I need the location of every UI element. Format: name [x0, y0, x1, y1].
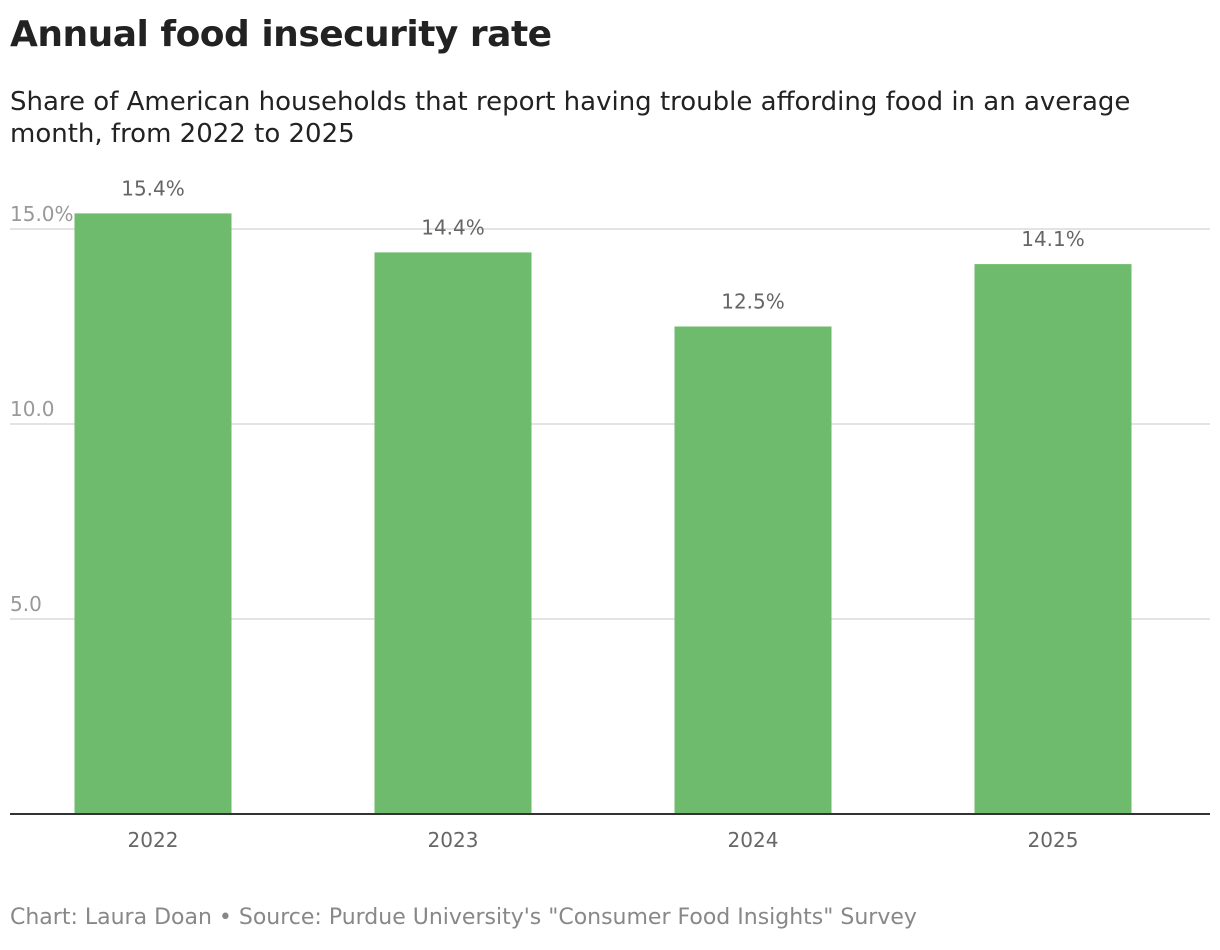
x-tick-label: 2022 — [128, 828, 179, 852]
data-label: 14.4% — [421, 215, 485, 239]
data-label: 15.4% — [121, 176, 185, 200]
data-label: 14.1% — [1021, 227, 1085, 251]
bar-2023 — [374, 252, 532, 814]
bar-2025 — [974, 264, 1132, 815]
chart-title: Annual food insecurity rate — [10, 14, 552, 55]
y-tick-label: 5.0 — [10, 592, 42, 616]
chart-subtitle: Share of American households that report… — [10, 87, 1131, 149]
bar-2024 — [674, 326, 832, 814]
data-label: 12.5% — [721, 290, 785, 314]
x-tick-label: 2025 — [1028, 828, 1079, 852]
chart-source: Chart: Laura Doan • Source: Purdue Unive… — [10, 905, 917, 930]
x-tick-label: 2024 — [728, 828, 779, 852]
y-tick-label: 15.0% — [10, 202, 74, 226]
y-tick-label: 10.0 — [10, 397, 55, 421]
x-tick-label: 2023 — [428, 828, 479, 852]
bar-2022 — [74, 213, 232, 814]
